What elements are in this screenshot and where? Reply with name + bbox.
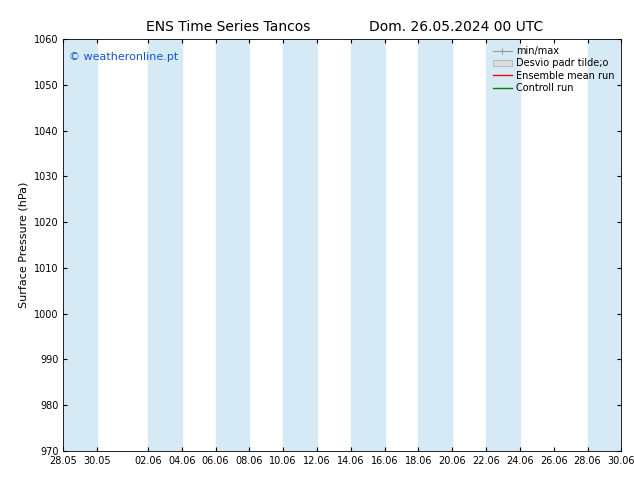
Legend: min/max, Desvio padr tilde;o, Ensemble mean run, Controll run: min/max, Desvio padr tilde;o, Ensemble m… [491, 44, 616, 95]
Bar [351, 39, 385, 451]
Text: Dom. 26.05.2024 00 UTC: Dom. 26.05.2024 00 UTC [370, 20, 543, 34]
Bar [216, 39, 249, 451]
Bar [63, 39, 97, 451]
Bar [418, 39, 452, 451]
Bar [283, 39, 317, 451]
Bar [588, 39, 621, 451]
Y-axis label: Surface Pressure (hPa): Surface Pressure (hPa) [18, 182, 29, 308]
Text: ENS Time Series Tancos: ENS Time Series Tancos [146, 20, 311, 34]
Bar [148, 39, 182, 451]
Text: © weatheronline.pt: © weatheronline.pt [69, 51, 178, 62]
Bar [486, 39, 520, 451]
